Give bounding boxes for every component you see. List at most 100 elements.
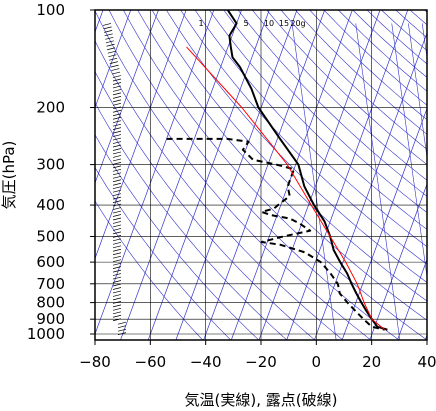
mixing-ratio-label: 20g [290,19,305,28]
y-axis-label: 気圧(hPa) [0,141,18,210]
wind-barb [112,182,122,186]
wind-barb [112,228,122,231]
wind-barb [109,57,118,61]
mixing-ratio-line [291,23,337,340]
isotherm-line [369,183,427,340]
y-tick-label: 800 [36,294,65,312]
wind-barb [107,47,116,51]
wind-barb [112,151,122,155]
wind-barb [112,252,122,256]
x-tick-label: 40 [417,353,436,371]
isotherm-line [286,10,409,340]
wind-barb [112,92,122,96]
wind-barb [112,78,122,82]
mixing-ratio-label: 1 [198,19,203,28]
wind-barb [112,280,122,283]
isotherm-adiabat-grid [95,10,427,340]
wind-barb [112,189,122,193]
isotherm-line [341,107,427,340]
dry-adiabat-line [95,200,204,340]
wind-barb [112,116,122,120]
isotherm-line [175,10,298,340]
wind-barb [112,179,122,183]
isotherm-line [203,10,326,340]
wind-barb [112,130,122,134]
dry-adiabat-line [266,10,427,165]
wind-barb [117,332,127,335]
wind-barb [112,200,122,203]
wind-barb [107,50,116,54]
wind-barb [117,321,127,325]
wind-barb [112,238,122,242]
wind-barb [112,207,122,210]
wind-barb [112,85,122,89]
wind-barb [112,123,122,127]
x-axis-label: 気温(実線), 露点(破線) [185,391,338,409]
wind-barb [112,144,122,148]
wind-barb [112,113,122,117]
wind-barb [112,109,122,113]
wind-barb [112,186,122,190]
wind-barb [112,297,122,301]
y-tick-label: 200 [36,99,65,117]
isotherm-line [230,10,353,340]
dry-adiabat-line [95,70,316,340]
wind-barb [108,54,117,58]
wind-barb [110,64,119,68]
y-tick-label: 1000 [27,325,65,343]
wind-barb [112,96,122,99]
wind-barb [112,294,122,297]
wind-barb [112,314,122,318]
y-tick-label: 500 [36,227,65,245]
x-tick-label: −80 [79,353,111,371]
isotherm-line [95,10,159,184]
wind-barb [103,26,112,30]
wind-barb [112,224,122,228]
y-tick-label: 300 [36,156,65,174]
wind-barb [112,269,122,273]
dry-adiabat-line [95,102,288,340]
wind-barb [104,33,113,37]
wind-barb [112,290,122,294]
wind-barb [112,255,122,259]
parcel-line [186,46,386,331]
wind-barb [112,241,122,245]
x-tick-label: −60 [135,353,167,371]
wind-barb [112,196,122,200]
y-tick-label: 900 [36,310,65,328]
wind-barb [112,120,122,124]
isotherm-line [147,10,270,340]
wind-barb [112,169,122,172]
wind-barb [112,301,122,304]
wind-barb [112,99,122,103]
wind-barb [112,127,122,130]
mixing-ratio-line [408,23,427,160]
wind-barb [112,89,122,92]
wind-barb [112,235,122,238]
y-tick-label: 100 [36,1,65,19]
mixing-ratio-label: 10 [264,19,274,28]
wind-barb [112,71,121,75]
wind-barb [111,68,120,71]
wind-barb [112,287,122,290]
wind-barb [112,148,122,151]
dewpoint-line [166,137,385,331]
wind-barb [112,172,122,176]
wind-barb [112,318,122,322]
wind-barb [112,162,122,165]
wind-barb [112,248,122,252]
isotherm-line [258,10,381,340]
wind-barb [112,273,122,276]
isotherm-line [120,10,242,340]
wind-barb [105,36,114,40]
dry-adiabat-line [180,10,427,265]
wind-barb [112,203,122,207]
wind-barb [112,158,122,162]
isotherm-line [95,10,215,336]
wind-barb [112,165,122,169]
wind-barb [112,221,122,224]
sounding-series [166,10,388,331]
x-tick-label: −20 [245,353,277,371]
isotherm-line [314,32,427,340]
